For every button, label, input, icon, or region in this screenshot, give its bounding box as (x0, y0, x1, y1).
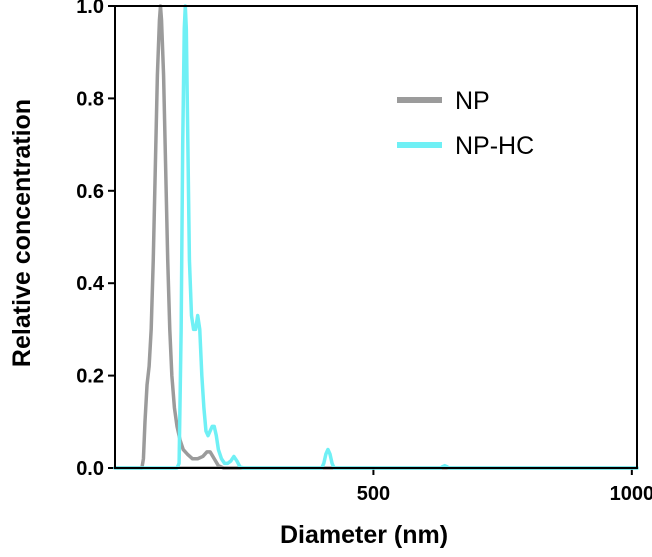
legend-label: NP (455, 87, 490, 115)
y-tick-label: 0.2 (76, 366, 104, 388)
legend: NP NP-HC (397, 87, 534, 160)
y-tick-label: 0.6 (76, 181, 104, 203)
x-axis-title: Diameter (nm) (280, 521, 448, 549)
y-tick-label: 0.8 (76, 88, 104, 110)
x-tick-label: 500 (357, 483, 390, 505)
y-tick-label: 1.0 (76, 0, 104, 18)
y-tick-label: 0.0 (76, 458, 104, 480)
series-line-np (113, 4, 639, 470)
x-tick-label: 1000 (610, 483, 652, 505)
legend-label: NP-HC (455, 132, 534, 160)
plot-frame (114, 5, 638, 469)
x-axis-ticks: 500 1000 (357, 468, 652, 505)
y-tick-label: 0.4 (76, 273, 105, 295)
y-axis-ticks: 0.0 0.2 0.4 0.6 0.8 1.0 (76, 0, 115, 480)
series-layer (113, 4, 639, 470)
series-line-np-hc (113, 4, 639, 470)
y-axis-title: Relative concentration (8, 99, 36, 367)
